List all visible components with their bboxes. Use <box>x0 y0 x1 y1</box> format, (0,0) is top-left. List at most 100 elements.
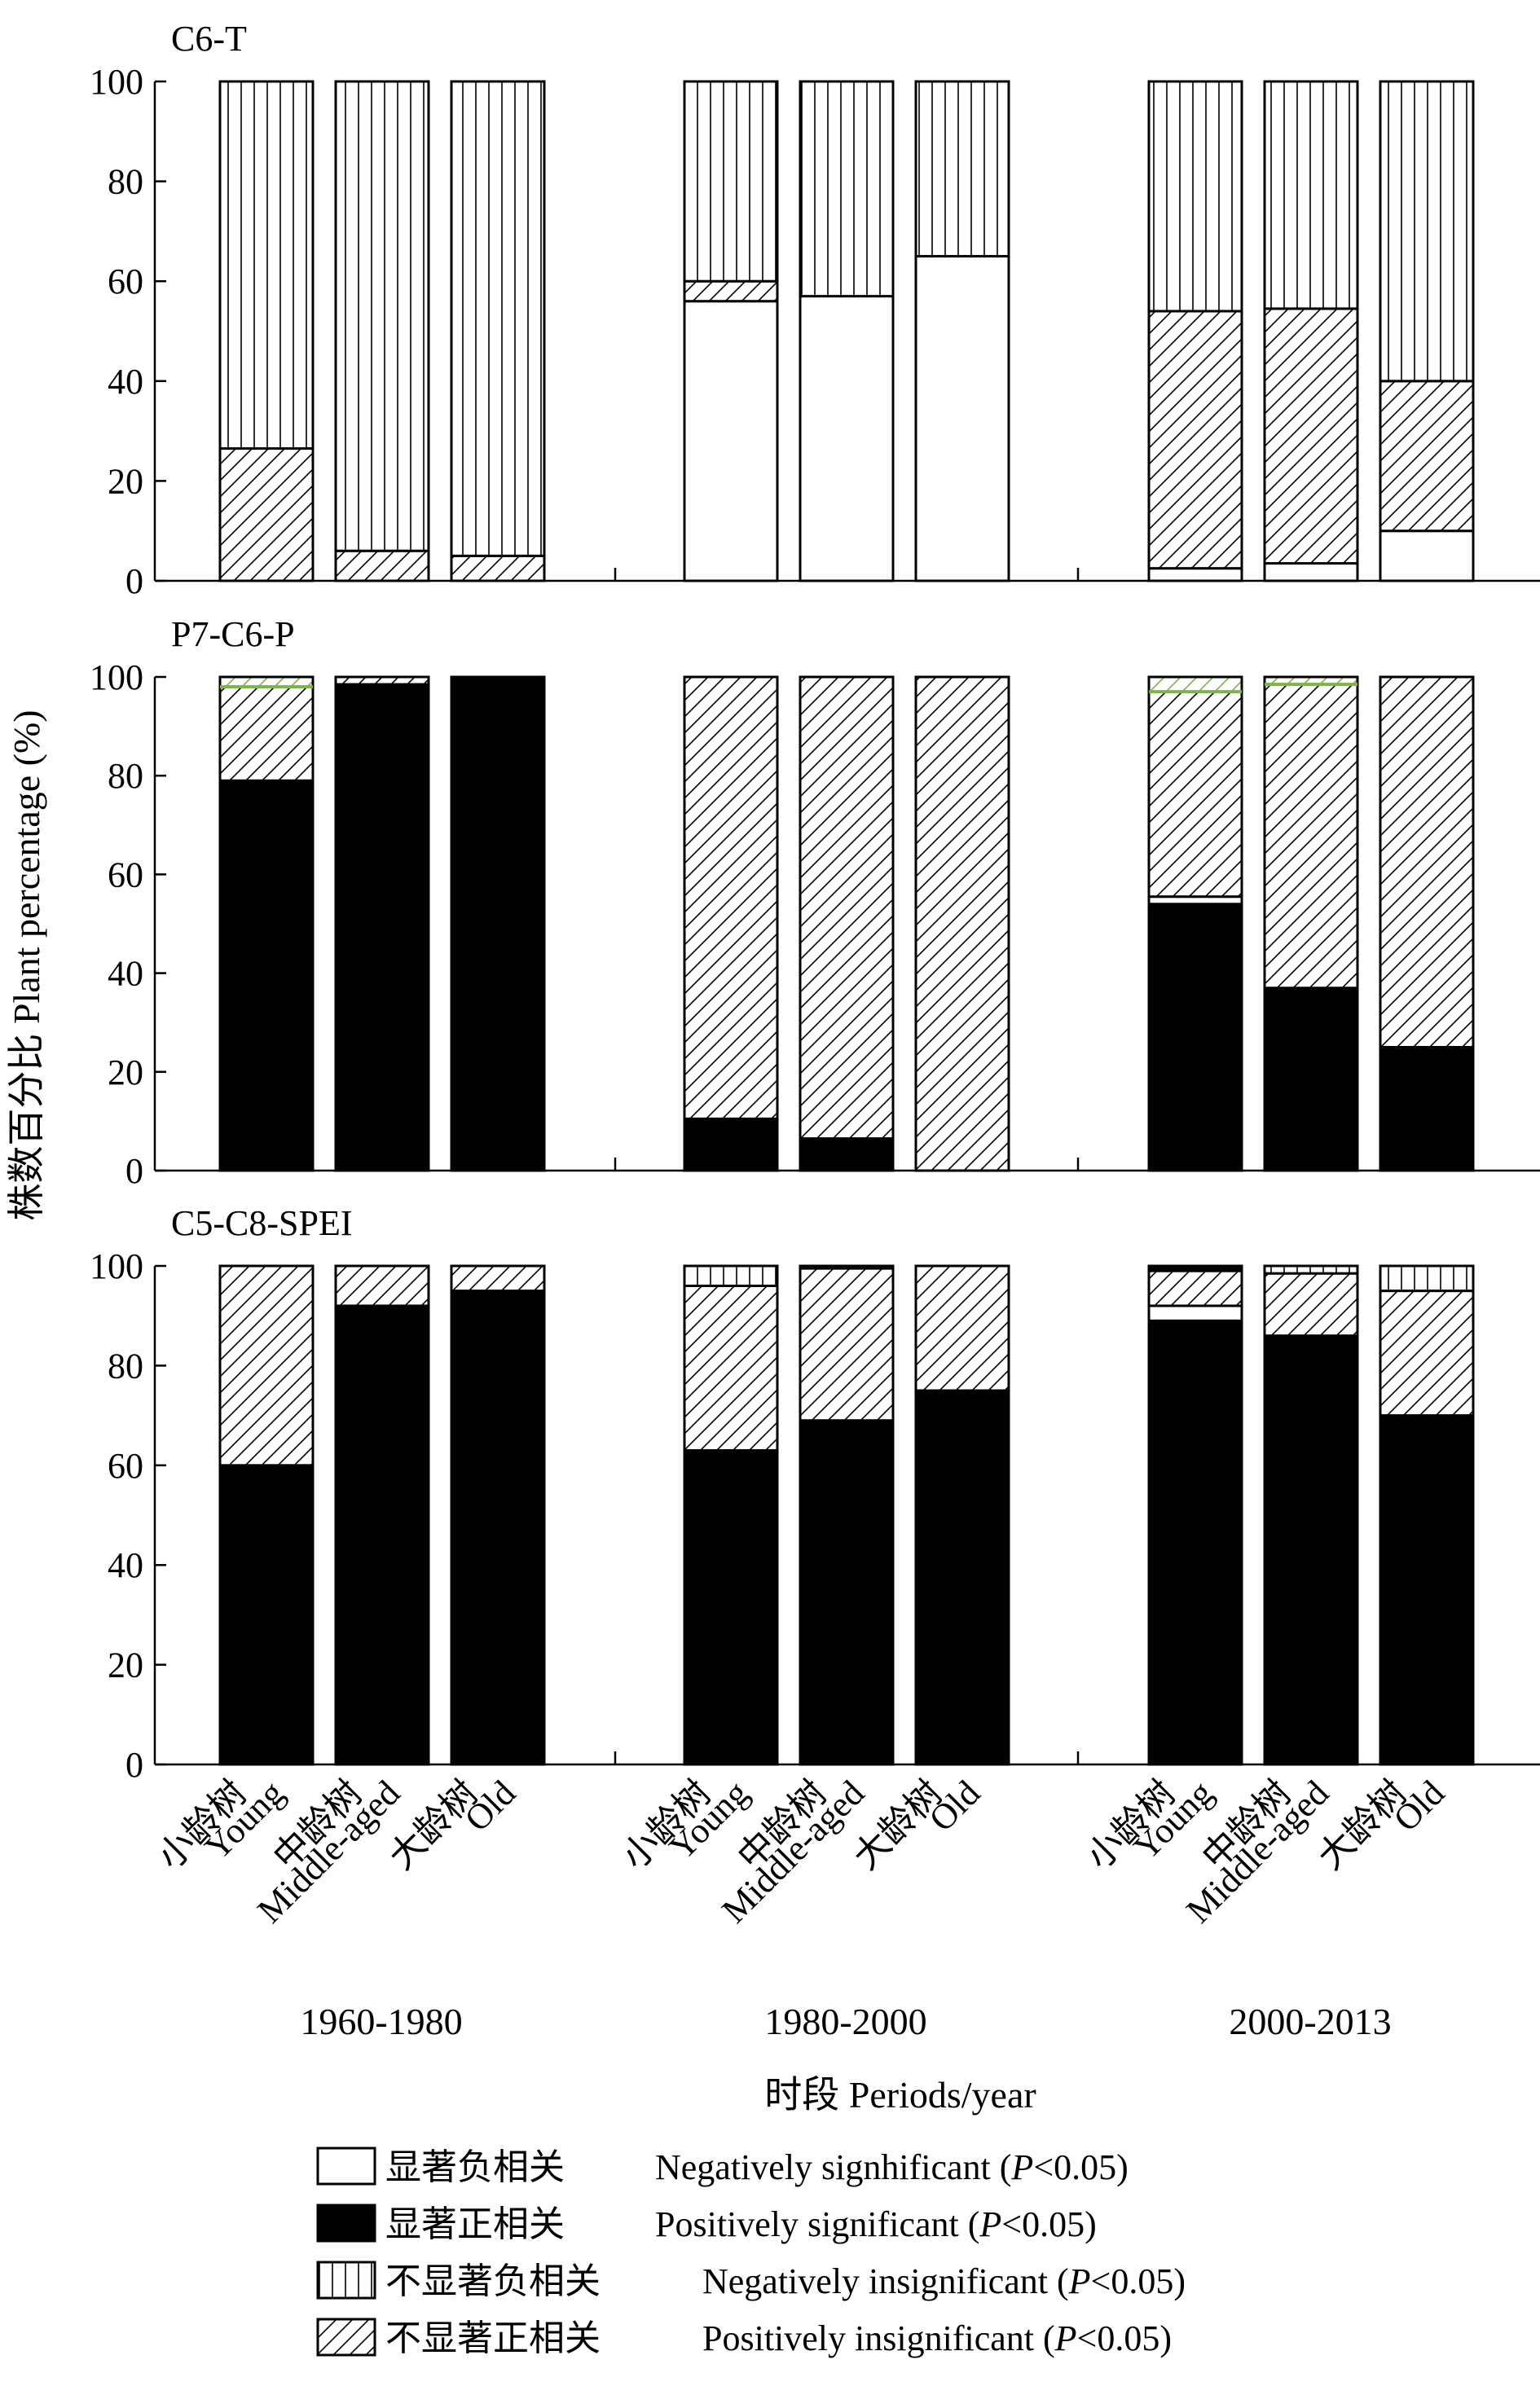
bar-segment-neg-sig <box>683 300 779 582</box>
bar-segment-neg-insig <box>1379 1264 1475 1293</box>
bar <box>1147 80 1243 582</box>
bar-segment-pos-insig <box>218 685 315 782</box>
legend-label-zh: 不显著正相关 <box>385 2318 601 2358</box>
y-tick-label: 100 <box>90 62 143 102</box>
bar <box>914 1264 1010 1766</box>
bar-segment-neg-insig <box>218 80 315 450</box>
legend-label-en: Positively significant (P<0.05) <box>655 2204 1097 2244</box>
bar-segment-pos-insig <box>799 1267 895 1422</box>
bar <box>914 80 1010 582</box>
x-period-label: 2000-2013 <box>1229 2001 1391 2042</box>
panel-label: P7-C6-P <box>171 614 295 654</box>
bar <box>1379 80 1475 582</box>
bar-outline <box>1379 1264 1475 1766</box>
bar <box>334 1264 430 1766</box>
y-tick-label: 0 <box>125 561 143 601</box>
bar-segment-pos-insig <box>683 1284 779 1452</box>
bar-segment-pos-insig <box>914 1264 1010 1392</box>
bar-segment-pos-insig <box>450 1264 546 1293</box>
bar-segment-pos-insig <box>1263 683 1359 990</box>
bar-outline <box>799 1264 895 1766</box>
legend-label-en: Negatively signhificant (P<0.05) <box>655 2147 1129 2187</box>
bar-segment-neg-sig <box>1147 1304 1243 1322</box>
y-tick-label: 80 <box>108 1346 143 1386</box>
y-tick-label: 0 <box>125 1151 143 1191</box>
bar-segment-pos-insig <box>1379 380 1475 533</box>
bar-segment-pos-sig <box>1147 1319 1243 1766</box>
panel: C5-C8-SPEI 0 20 40 60 80 100 <box>90 1203 1540 1785</box>
bar-outline <box>683 675 779 1172</box>
bar <box>334 675 430 1172</box>
bar-outline <box>914 80 1010 582</box>
bar-outline <box>334 80 430 582</box>
panel: C6-T 0 20 40 60 80 100 <box>90 19 1540 601</box>
y-tick-label: 40 <box>108 362 143 402</box>
legend-swatch <box>316 2204 376 2243</box>
bar-segment-pos-insig <box>218 447 315 582</box>
panel-label: C5-C8-SPEI <box>171 1203 352 1243</box>
bar <box>799 1264 895 1766</box>
x-period-label: 1960-1980 <box>300 2001 462 2042</box>
bar-segment-pos-sig <box>1263 1334 1359 1766</box>
bar-segment-pos-sig <box>450 675 546 1172</box>
bar <box>1379 1264 1475 1766</box>
bar-outline <box>683 1264 779 1766</box>
y-tick-label: 100 <box>90 657 143 697</box>
bar-outline <box>799 675 895 1172</box>
bar-outline <box>450 1264 546 1766</box>
bar-outline <box>218 80 315 582</box>
bar-outline <box>450 80 546 582</box>
legend-label-en: Negatively insignificant (P<0.05) <box>702 2261 1186 2301</box>
bar-segment-neg-insig <box>799 80 895 298</box>
y-tick-label: 20 <box>108 1052 143 1092</box>
bar <box>1379 675 1475 1172</box>
bar-segment-neg-insig <box>1263 80 1359 310</box>
bar-segment-pos-sig <box>1263 986 1359 1172</box>
bar <box>450 80 546 582</box>
bar-segment-pos-insig <box>218 1264 315 1467</box>
bar-segment-pos-sig <box>1379 1414 1475 1766</box>
bar-segment-pos-insig <box>450 554 546 582</box>
bar-segment-pos-insig <box>1147 310 1243 570</box>
bar-segment-pos-sig <box>683 1448 779 1766</box>
bar-outline <box>1263 1264 1359 1766</box>
panel-label: C6-T <box>171 19 247 59</box>
bar <box>218 80 315 582</box>
bar-segment-pos-insig <box>334 1264 430 1307</box>
y-tick-label: 100 <box>90 1246 143 1286</box>
bar-segment-neg-sig <box>1379 529 1475 582</box>
bar-segment-neg-sig <box>1263 562 1359 582</box>
bar <box>218 1264 315 1766</box>
legend-item: 不显著正相关 Positively insignificant (P<0.05) <box>316 2318 1172 2358</box>
x-axis-label: 时段 Periods/year <box>764 2074 1036 2116</box>
bar <box>450 1264 546 1766</box>
y-tick-label: 80 <box>108 756 143 796</box>
bar <box>683 1264 779 1766</box>
bar-outline <box>799 80 895 582</box>
bar-segment-neg-insig <box>683 1264 779 1287</box>
legend-swatch <box>316 2147 376 2186</box>
bar-outline <box>1147 80 1243 582</box>
bar-segment-pos-sig <box>334 1304 430 1766</box>
x-period-label: 1980-2000 <box>764 2001 926 2042</box>
legend-label-zh: 不显著负相关 <box>385 2261 601 2301</box>
bar-segment-pos-insig <box>683 675 779 1120</box>
bar-outline <box>1147 1264 1243 1766</box>
bar-segment-neg-insig <box>1379 80 1475 383</box>
y-tick-label: 60 <box>108 1446 143 1486</box>
bar-outline <box>1379 675 1475 1172</box>
bar <box>334 80 430 582</box>
bar <box>1263 675 1359 1172</box>
bar-segment-green-hatch <box>1147 675 1243 693</box>
bar-outline <box>1379 80 1475 582</box>
legend-item: 显著负相关 Negatively signhificant (P<0.05) <box>316 2147 1129 2187</box>
y-tick-label: 20 <box>108 1646 143 1685</box>
bar <box>1263 1264 1359 1766</box>
bar-segment-neg-sig <box>1147 567 1243 582</box>
bar-segment-pos-sig <box>334 683 430 1172</box>
bar-outline <box>334 675 430 1172</box>
panel: P7-C6-P 0 20 40 60 80 100 <box>90 614 1540 1191</box>
bar-outline <box>218 1264 315 1766</box>
bar <box>450 675 546 1172</box>
legend-swatch <box>316 2318 376 2357</box>
